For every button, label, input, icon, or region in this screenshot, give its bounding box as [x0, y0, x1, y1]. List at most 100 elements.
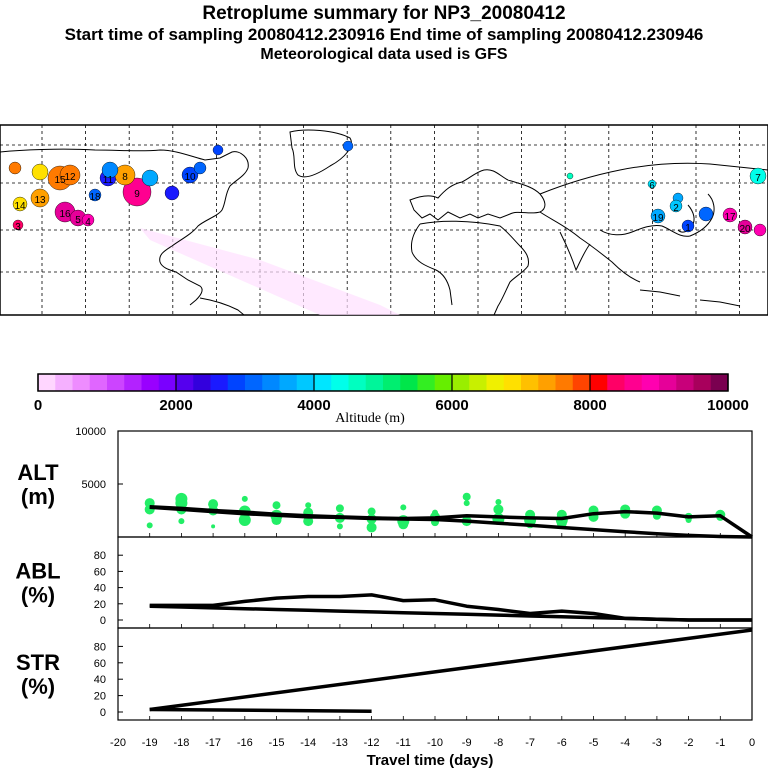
xtick-label: -16	[237, 737, 253, 749]
colorbar-cell	[469, 374, 487, 391]
xtick-label: -2	[684, 737, 694, 749]
coast-north-america	[0, 148, 249, 306]
colorbar-cell	[676, 374, 694, 391]
colorbar-cell	[452, 374, 470, 391]
colorbar-tick-label: 2000	[159, 397, 192, 414]
trajectory-marker	[31, 163, 49, 181]
trajectory-label: 19	[652, 213, 664, 224]
trajectory-label: 10	[184, 172, 196, 183]
sampling-times: Start time of sampling 20080412.230916 E…	[64, 25, 704, 44]
plume-band	[140, 228, 400, 315]
xtick-label: -18	[173, 737, 189, 749]
panel-ylabel-unit: (m)	[21, 484, 55, 509]
alt-scatter-point	[146, 522, 153, 529]
trajectory-label: 18	[89, 192, 101, 203]
colorbar-cell	[72, 374, 91, 391]
coast-india	[559, 231, 591, 272]
xtick-label: -7	[525, 737, 535, 749]
trajectory-label: 4	[85, 217, 91, 228]
xtick-label: -5	[589, 737, 599, 749]
colorbar-cell	[572, 374, 591, 391]
colorbar-cell	[176, 374, 194, 391]
colorbar-tick-label: 6000	[435, 397, 468, 414]
panel-ytick-label: 80	[94, 641, 106, 653]
trajectory-marker	[12, 196, 28, 212]
trajectory-marker	[181, 166, 199, 184]
colorbar-cell	[141, 374, 160, 391]
map-frame	[0, 124, 768, 316]
colorbar-cell	[710, 374, 729, 391]
colorbar-cell	[521, 374, 539, 391]
panel-ytick-label: 40	[94, 583, 106, 595]
trajectory-label: 11	[103, 175, 114, 186]
trajectory-marker	[650, 208, 666, 224]
trajectory-marker	[164, 185, 180, 201]
trajectory-label: 2	[673, 203, 679, 214]
alt-scatter-point	[271, 515, 282, 526]
alt-scatter-point	[336, 523, 343, 530]
panel-ytick-label: 80	[94, 550, 106, 562]
colorbar-cell	[262, 374, 280, 391]
trajectory-label: 13	[34, 195, 46, 206]
trajectory-marker	[737, 219, 753, 235]
trajectory-label: 17	[724, 212, 736, 223]
alt-scatter-point	[495, 499, 502, 506]
panel-ylabel-name: STR	[16, 650, 60, 675]
colorbar-cell	[624, 374, 643, 391]
alt-scatter-point	[463, 500, 470, 507]
trajectory-marker	[749, 167, 767, 185]
panel-ytick-label: 20	[94, 599, 106, 611]
xtick-label: -19	[142, 737, 158, 749]
panel-ytick-label: 60	[94, 658, 106, 670]
colorbar-cell	[486, 374, 505, 391]
colorbar-cell	[607, 374, 625, 391]
met-data-note: Meteorological data used is GFS	[260, 46, 508, 63]
panel-abl: ABL(%) 80 60 40 20 0	[15, 536, 753, 629]
xtick-label: -9	[462, 737, 472, 749]
colorbar-cell	[193, 374, 211, 391]
colorbar-tick-label: 10000	[707, 397, 749, 414]
xtick-label: -13	[332, 737, 348, 749]
colorbar-tick-label: 0	[34, 397, 42, 414]
panel-ylabel-name: ABL	[15, 559, 60, 584]
colorbar-label: Altitude (m)	[335, 411, 405, 426]
trajectory-label: 8	[122, 172, 128, 183]
coast-africa	[411, 220, 529, 316]
panel-ytick-label: 0	[100, 707, 106, 719]
altitude-colorbar: 0 2000 4000 6000 8000 10000 Altitude (m)	[34, 373, 749, 426]
colorbar-cell	[107, 374, 125, 391]
xtick-label: 0	[749, 737, 755, 749]
panel-ytick-label: 0	[100, 615, 106, 627]
panel-ytick-label: 20	[94, 691, 106, 703]
trajectory-marker	[722, 207, 738, 223]
colorbar-cell	[417, 374, 436, 391]
trajectory-marker	[193, 161, 207, 175]
series-line-rising	[149, 628, 753, 712]
alt-scatter-point	[493, 504, 504, 515]
trajectory-label: 6	[649, 181, 655, 192]
colorbar-cell	[590, 374, 608, 391]
page-title: Retroplume summary for NP3_20080412	[202, 3, 566, 24]
xtick-label: -1	[715, 737, 725, 749]
xtick-label: -12	[364, 737, 380, 749]
colorbar-cell	[348, 374, 367, 391]
panel-ytick-label: 10000	[75, 426, 106, 438]
colorbar-cell	[55, 374, 73, 391]
colorbar-cell	[434, 374, 453, 391]
trajectory-marker	[753, 223, 767, 237]
colorbar-cell	[245, 374, 263, 391]
alt-scatter-point	[211, 524, 216, 529]
series-line-lower	[149, 604, 752, 622]
colorbar-cell	[555, 374, 574, 391]
trajectory-label: 5	[75, 215, 81, 226]
colorbar-cell	[383, 374, 401, 391]
trajectory-marker	[669, 199, 683, 213]
panel-ylabel-unit: (%)	[21, 583, 55, 608]
alt-scatter-point	[241, 495, 248, 502]
colorbar-cell	[210, 374, 229, 391]
xtick-label: -8	[494, 737, 504, 749]
trajectory-label: 14	[14, 201, 26, 212]
alt-scatter-point	[366, 522, 377, 533]
alt-scatter-point	[367, 507, 376, 516]
